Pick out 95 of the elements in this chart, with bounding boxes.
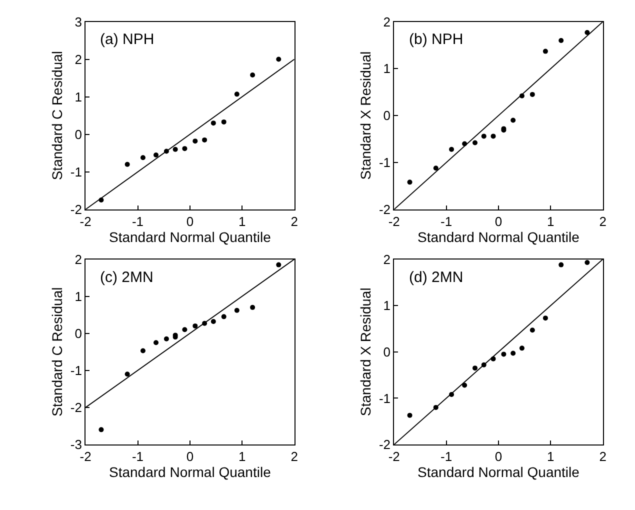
x-axis-title: Standard Normal Quantile [109,464,272,480]
y-axis-title: Standard X Residual [358,51,374,180]
point [501,352,506,357]
y-tick-label: -3 [70,437,82,452]
point [584,30,590,36]
y-tick-label: -1 [70,164,82,180]
point [182,146,188,152]
point [433,166,438,171]
x-axis-title: Standard Normal Quantile [418,228,580,245]
y-tick-label: -1 [70,362,82,378]
y-tick-label: 1 [74,288,82,304]
point [164,336,169,342]
point [210,318,216,324]
point [98,427,104,432]
point [221,119,226,124]
x-tick-label: -1 [132,214,144,229]
y-tick-label: 1 [383,61,391,76]
y-tick-label: -2 [378,202,391,217]
x-tick-label: 0 [186,214,194,229]
point [210,120,216,126]
point [542,48,548,54]
point [124,372,130,377]
point [276,56,282,62]
x-tick-label: 0 [494,214,502,229]
point [542,316,548,321]
x-tick-label: 0 [186,449,194,464]
y-tick-label: 3 [74,14,82,30]
x-tick-label: 2 [599,449,606,464]
point [154,152,159,158]
text: (b) NPH [409,31,464,48]
point [558,262,564,268]
point [276,262,282,268]
point [481,134,486,139]
point [510,350,516,356]
x-tick-label: 1 [547,214,554,229]
x-axis-title: Standard Normal Quantile [109,228,272,245]
y-tick-label: 1 [74,89,82,104]
y-tick-label: 0 [74,326,82,341]
y-tick-label: -2 [70,400,82,415]
point [140,155,146,160]
point [140,348,146,354]
point [472,366,478,371]
x-tick-label: 2 [290,214,298,229]
x-axis-title: Standard Normal Quantile [418,464,580,480]
point [154,340,159,346]
y-axis-title: Standard X Residual [358,288,374,416]
y-tick-label: 2 [74,52,82,67]
y-tick-label: 0 [74,126,82,142]
text: (c) 2MN [100,269,154,286]
point [192,138,198,144]
y-tick-label: 1 [383,298,391,314]
point [234,308,240,313]
point [250,304,256,310]
y-tick-label: 2 [383,14,391,30]
y-tick-label: -2 [378,437,391,452]
point [250,72,256,78]
x-tick-label: 1 [238,449,246,464]
point [530,328,535,333]
x-tick-label: 0 [494,449,502,464]
point [221,314,226,320]
x-tick-label: 1 [547,449,554,464]
y-tick-label: 2 [383,252,391,267]
point [449,146,454,152]
y-tick-label: -1 [378,155,391,170]
point [472,140,478,146]
point [172,146,178,152]
y-tick-label: 2 [74,252,82,267]
text: (a) NPH [100,31,154,48]
point [510,118,516,123]
point [407,180,412,185]
x-tick-label: -1 [132,449,144,464]
text: (d) 2MN [409,269,464,286]
point [584,260,590,265]
point [182,327,188,332]
y-tick-label: -2 [70,202,82,217]
point [124,162,130,167]
point [490,134,496,139]
x-tick-label: -1 [440,449,452,464]
point [234,92,240,97]
point [407,412,412,418]
x-tick-label: -1 [440,214,452,229]
point [202,137,208,142]
y-tick-label: 0 [383,108,391,124]
y-tick-label: -1 [378,390,391,406]
point [519,346,524,351]
y-axis-title: Standard C Residual [49,50,66,180]
x-tick-label: 2 [599,214,606,229]
x-tick-label: 1 [238,214,246,229]
y-tick-label: 0 [383,344,391,360]
y-axis-title: Standard C Residual [49,287,66,416]
point [192,323,198,328]
x-tick-label: 2 [290,449,298,464]
point [462,382,468,388]
point [558,38,564,44]
point [530,92,535,97]
